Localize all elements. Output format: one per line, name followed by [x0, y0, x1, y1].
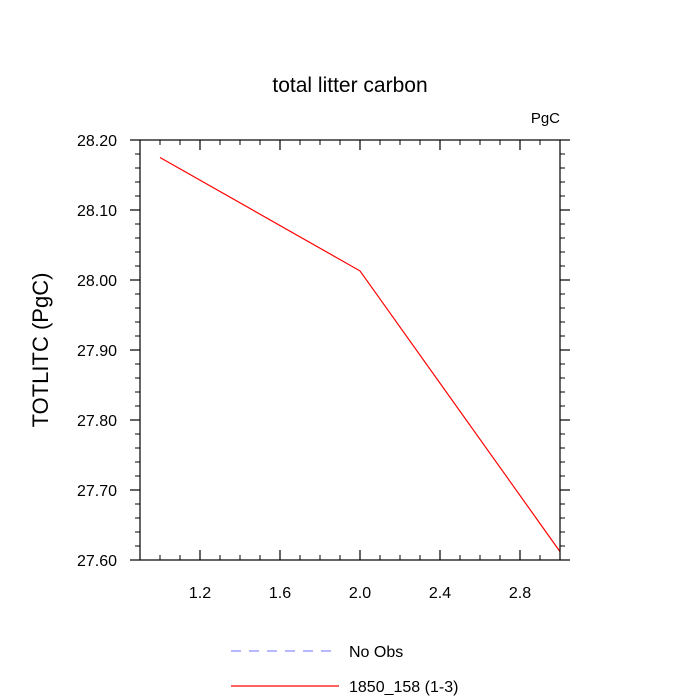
- series-line: [159, 156, 561, 552]
- y-tick-label: 27.80: [77, 413, 117, 430]
- series-layer: [159, 156, 561, 552]
- x-tick-label: 2.0: [349, 585, 371, 602]
- y-axis-label: TOTLITC (PgC): [28, 273, 53, 428]
- y-tick-label: 28.20: [77, 133, 117, 150]
- x-tick-label: 2.4: [429, 585, 451, 602]
- legend-label: 1850_158 (1-3): [349, 679, 458, 696]
- units-label: PgC: [531, 110, 560, 127]
- ticks-layer: 1.2 1.6 2.0 2.4 2.8 27.60 27.70 27.80 27.90 28.00…: [77, 133, 570, 602]
- legend-label: No Obs: [349, 644, 403, 661]
- x-tick-label: 1.6: [269, 585, 291, 602]
- y-tick-label: 28.00: [77, 273, 117, 290]
- plot-frame: [139, 139, 561, 561]
- y-tick-label: 27.60: [77, 553, 117, 570]
- chart-title: total litter carbon: [272, 74, 427, 97]
- y-tick-label: 27.90: [77, 343, 117, 360]
- x-tick-label: 2.8: [509, 585, 531, 602]
- x-tick-label: 1.2: [189, 585, 211, 602]
- y-tick-label: 28.10: [77, 203, 117, 220]
- legend: No Obs 1850_158 (1-3): [231, 644, 458, 696]
- y-tick-label: 27.70: [77, 483, 117, 500]
